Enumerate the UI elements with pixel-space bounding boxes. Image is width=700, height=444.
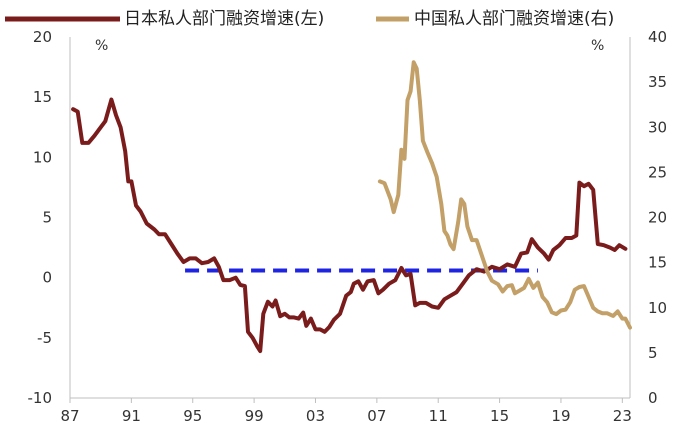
left-axis-tick-label: -5 [37, 329, 52, 347]
legend-label-japan: 日本私人部门融资增速(左) [124, 9, 324, 29]
legend-label-china: 中国私人部门融资增速(右) [414, 9, 614, 29]
series-line-china [377, 60, 632, 330]
left-axis-tick-label: 5 [42, 209, 52, 227]
right-axis-tick-label: 5 [648, 344, 658, 362]
right-axis-tick-label: 25 [648, 163, 667, 181]
series-layer [71, 60, 632, 354]
right-axis-tick-label: 30 [648, 118, 667, 136]
right-axis-unit: % [591, 38, 604, 54]
right-axis-tick-label: 15 [648, 254, 667, 272]
right-axis-tick-label: 0 [648, 389, 658, 407]
series-line-japan [71, 97, 628, 354]
left-axis-unit: % [95, 38, 108, 54]
right-axis-tick-label: 10 [648, 299, 667, 317]
left-axis-tick-label: 10 [33, 148, 52, 166]
x-axis-tick-label: 91 [122, 407, 141, 425]
x-axis-tick-label: 15 [490, 407, 509, 425]
x-axis-tick-label: 95 [183, 407, 202, 425]
chart-legend: 日本私人部门融资增速(左) 中国私人部门融资增速(右) [5, 9, 614, 29]
left-axis-tick-label: 0 [42, 269, 52, 287]
x-axis-tick-label: 87 [60, 407, 79, 425]
left-axis-tick-label: 20 [33, 28, 52, 46]
right-axis-tick-label: 40 [648, 28, 667, 46]
x-axis-tick-label: 07 [367, 407, 386, 425]
x-axis-tick-label: 19 [551, 407, 570, 425]
left-axis-tick-label: 15 [33, 88, 52, 106]
left-axis-tick-label: -10 [28, 389, 53, 407]
x-axis-tick-label: 03 [306, 407, 325, 425]
x-axis-tick-label: 11 [429, 407, 448, 425]
axes: 20 15 10 5 0 -5 -10 40 35 30 25 20 15 10 5 0 87 91 95 99 03 0… [28, 28, 668, 425]
right-axis-tick-label: 20 [648, 209, 667, 227]
x-axis-tick-label: 99 [245, 407, 264, 425]
right-axis-tick-label: 35 [648, 73, 667, 91]
x-axis-tick-label: 23 [613, 407, 632, 425]
